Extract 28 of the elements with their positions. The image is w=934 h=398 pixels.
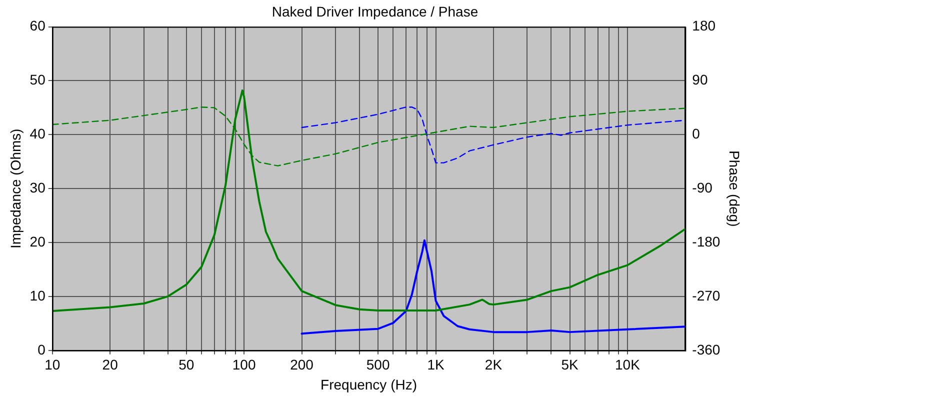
- x-tick-label: 10: [44, 356, 60, 373]
- x-tick-label: 2K: [484, 356, 503, 373]
- y-tick-label: 60: [30, 18, 46, 34]
- y2-tick-label: 0: [692, 126, 700, 142]
- y-tick-label: 20: [30, 233, 46, 250]
- x-tick-label: 10K: [615, 356, 641, 373]
- y2-tick-label: -180: [692, 233, 720, 250]
- y2-tick-label: -360: [692, 341, 720, 358]
- y2-tick-label: -90: [692, 179, 713, 196]
- x-tick-label: 20: [102, 356, 118, 373]
- x-tick-label: 1K: [427, 356, 445, 373]
- chart-title: Naked Driver Impedance / Phase: [272, 3, 478, 20]
- x-axis-title: Frequency (Hz): [320, 376, 418, 392]
- y-axis-title: Impedance (Ohms): [7, 128, 24, 249]
- x-tick-label: 50: [178, 356, 194, 373]
- x-tick-label: 200: [290, 356, 314, 373]
- y-tick-label: 10: [30, 287, 46, 304]
- y-tick-label: 30: [30, 179, 46, 196]
- y-tick-label: 40: [30, 126, 46, 142]
- x-tick-label: 100: [232, 356, 256, 373]
- y2-tick-label: 180: [692, 18, 716, 34]
- y2-tick-label: -270: [692, 287, 720, 304]
- y-tick-label: 50: [30, 72, 46, 88]
- y2-tick-label: 90: [692, 72, 708, 88]
- y-tick-label: 0: [38, 341, 46, 358]
- x-tick-label: 500: [366, 356, 390, 373]
- y2-axis-title: Phase (deg): [726, 150, 743, 227]
- x-tick-label: 5K: [561, 356, 579, 373]
